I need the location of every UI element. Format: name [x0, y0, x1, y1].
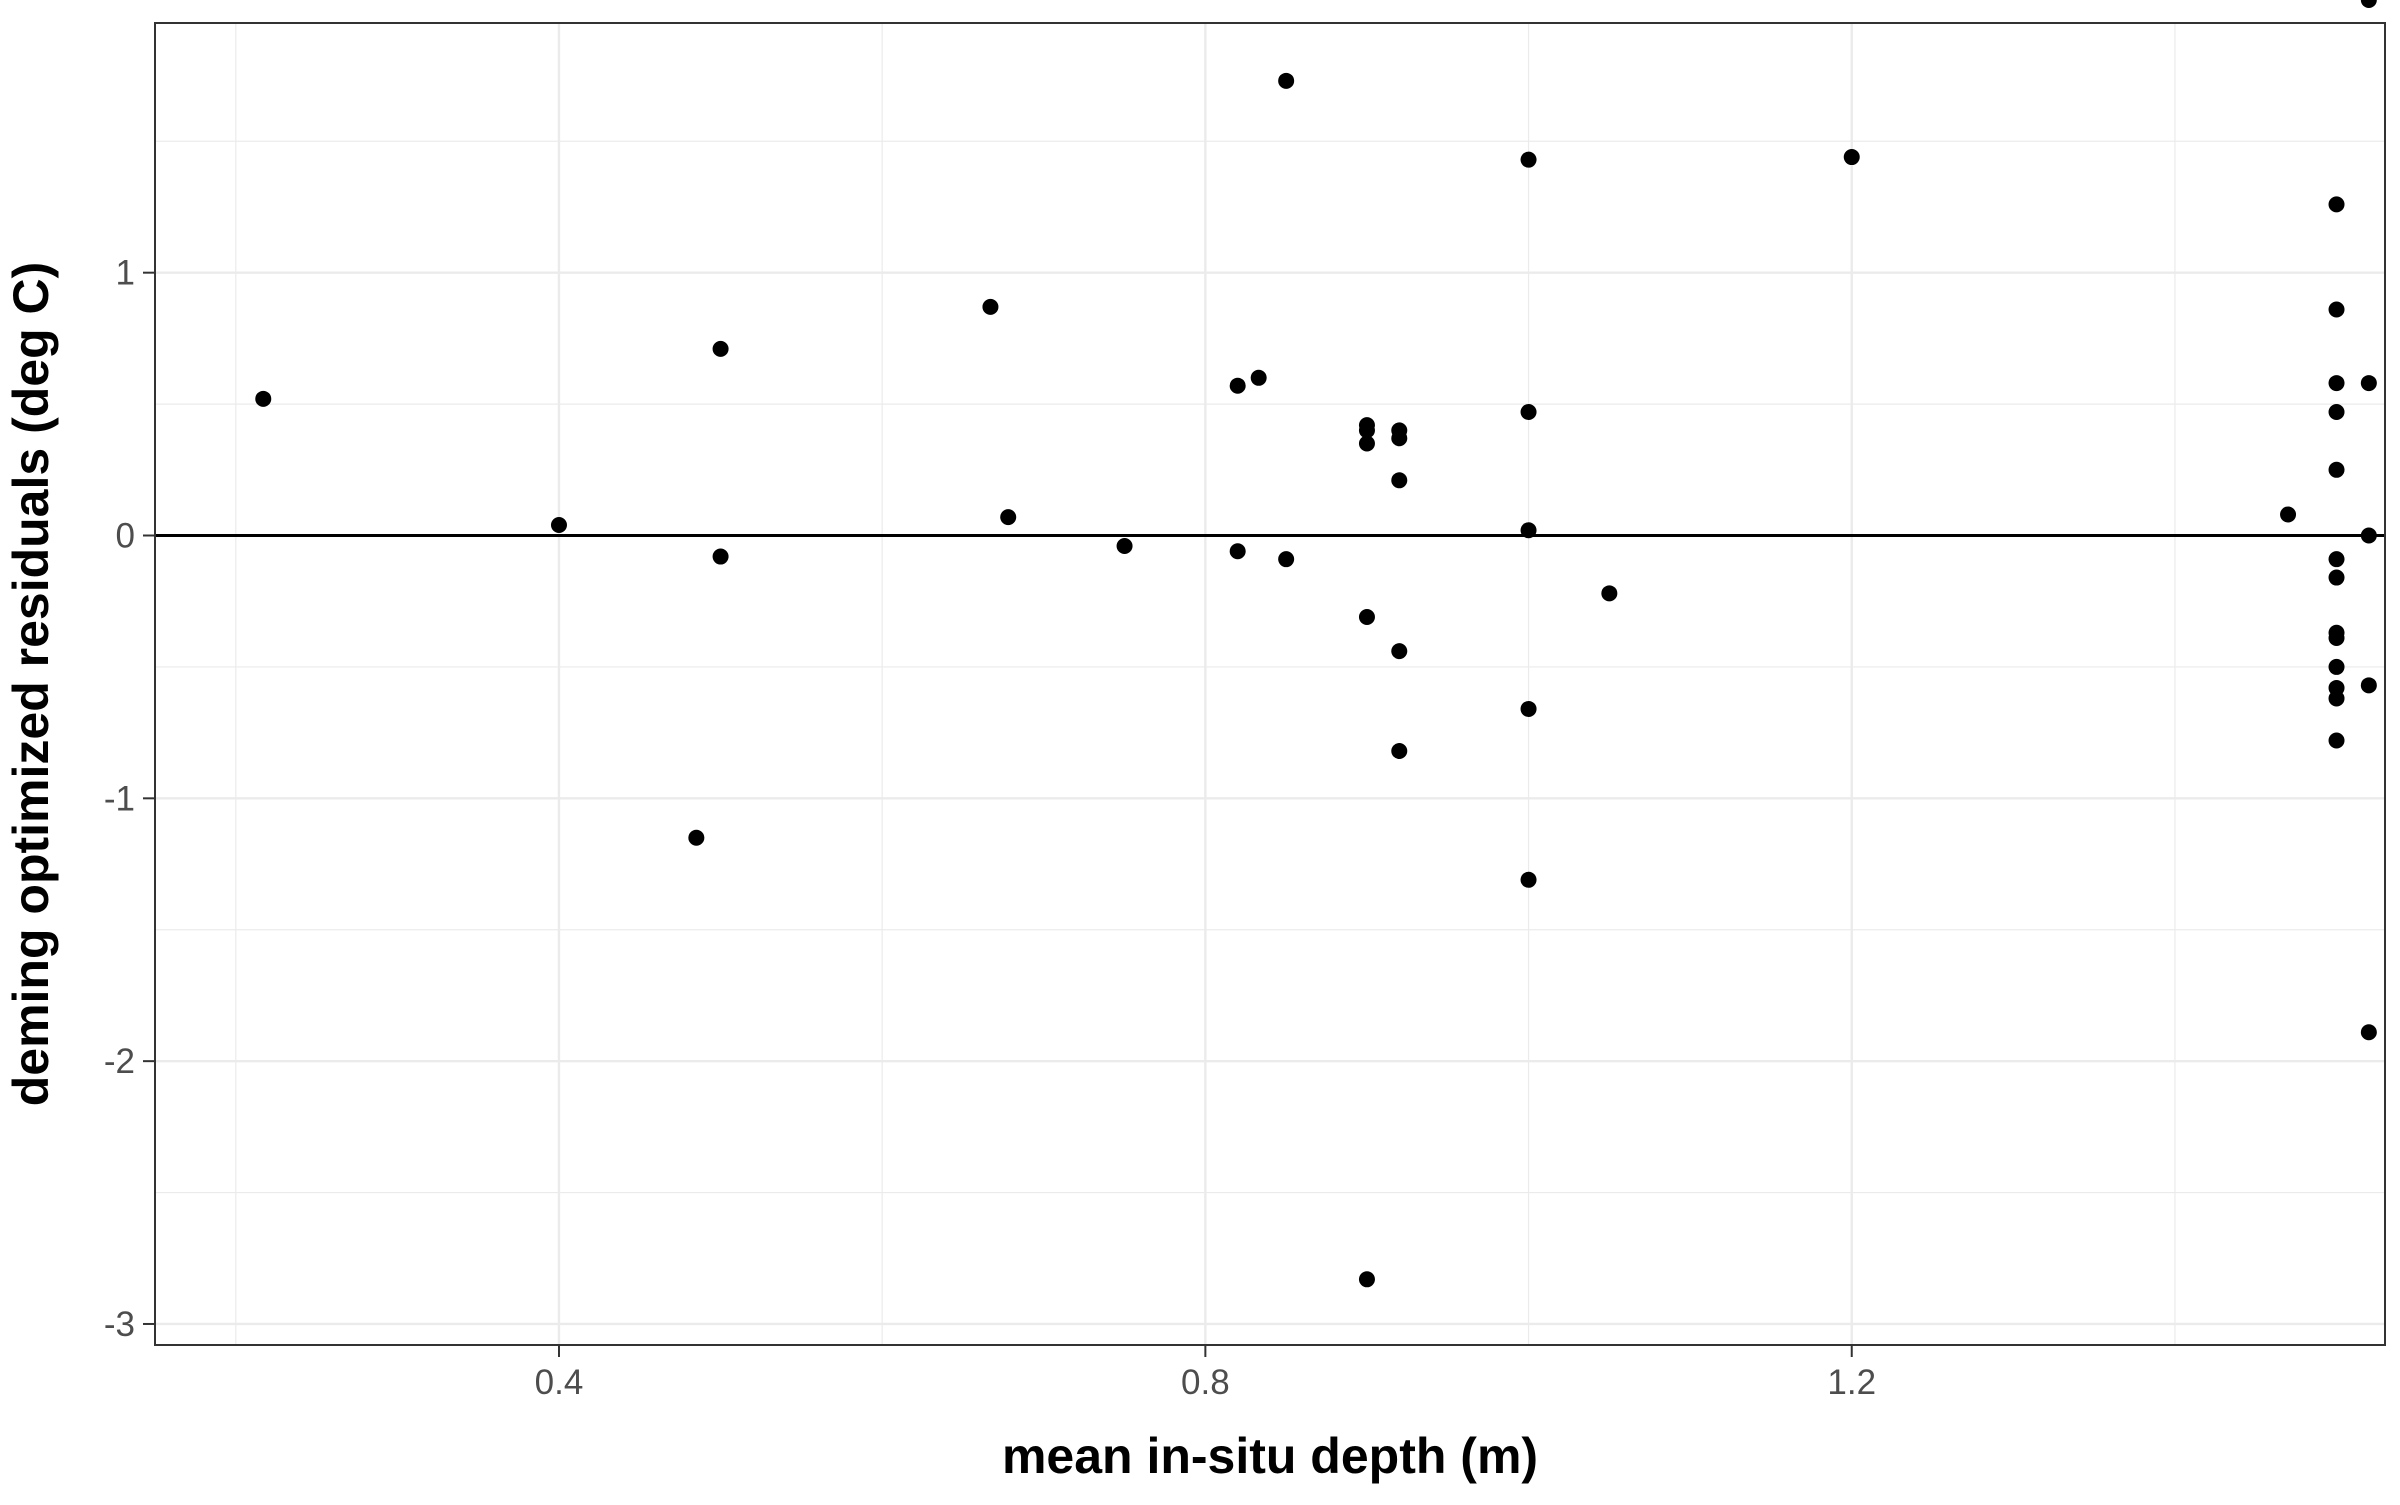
data-point — [1117, 538, 1133, 554]
data-point — [2329, 404, 2345, 420]
data-point — [1521, 152, 1537, 168]
y-tick-label: 0 — [116, 517, 135, 556]
plot-panel-background — [155, 23, 2385, 1345]
data-point — [1359, 609, 1375, 625]
y-axis-title: deming optimized residuals (deg C) — [3, 262, 59, 1107]
data-point — [1391, 643, 1407, 659]
y-axis-ticks: -3 -2 -1 0 1 — [104, 254, 155, 1344]
data-point — [713, 341, 729, 357]
data-point — [1278, 73, 1294, 89]
data-point — [2329, 196, 2345, 212]
data-point — [2329, 462, 2345, 478]
data-point — [1391, 472, 1407, 488]
data-point — [982, 299, 998, 315]
data-point — [551, 517, 567, 533]
y-tick-label: -3 — [104, 1305, 135, 1344]
data-point — [1230, 378, 1246, 394]
data-point — [2361, 0, 2377, 8]
data-point — [2361, 528, 2377, 544]
data-point — [2329, 659, 2345, 675]
data-point — [2361, 375, 2377, 391]
data-point — [2329, 630, 2345, 646]
data-point — [2329, 301, 2345, 317]
data-point — [1230, 543, 1246, 559]
x-axis-ticks: 0.4 0.8 1.2 — [535, 1345, 1876, 1402]
y-tick-label: 1 — [116, 254, 135, 293]
x-tick-label: 1.2 — [1827, 1363, 1876, 1402]
data-point — [2361, 677, 2377, 693]
data-point — [2329, 570, 2345, 586]
data-point — [1359, 436, 1375, 452]
data-point — [1391, 743, 1407, 759]
data-point — [1000, 509, 1016, 525]
data-point — [2329, 690, 2345, 706]
y-tick-label: -2 — [104, 1042, 135, 1081]
data-point — [1391, 430, 1407, 446]
data-point — [1521, 404, 1537, 420]
data-point — [1359, 1271, 1375, 1287]
y-tick-label: -1 — [104, 779, 135, 818]
data-point — [2280, 506, 2296, 522]
data-point — [2329, 375, 2345, 391]
data-point — [2361, 1024, 2377, 1040]
x-tick-label: 0.4 — [535, 1363, 584, 1402]
data-point — [1601, 585, 1617, 601]
data-point — [1844, 149, 1860, 165]
data-point — [2329, 551, 2345, 567]
data-point — [1278, 551, 1294, 567]
data-point — [2329, 733, 2345, 749]
data-point — [1521, 701, 1537, 717]
data-point — [255, 391, 271, 407]
x-tick-label: 0.8 — [1181, 1363, 1230, 1402]
data-point — [1251, 370, 1267, 386]
data-point — [1521, 522, 1537, 538]
data-point — [688, 830, 704, 846]
data-point — [1521, 872, 1537, 888]
data-point — [713, 549, 729, 565]
x-axis-title: mean in-situ depth (m) — [1002, 1428, 1538, 1484]
